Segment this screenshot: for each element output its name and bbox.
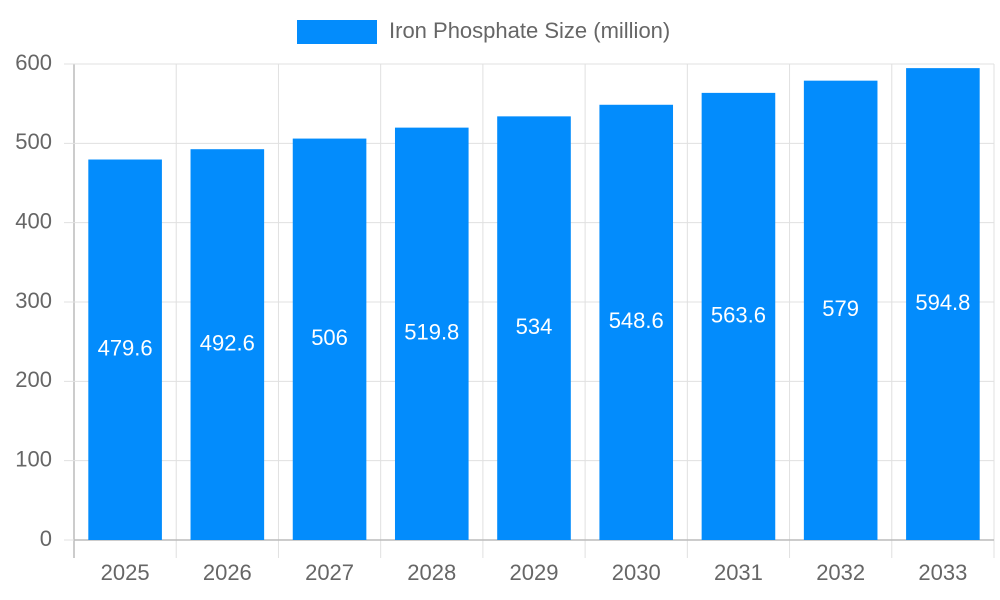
- x-tick-label: 2029: [510, 560, 559, 585]
- bar: [803, 80, 878, 540]
- data-label: 479.6: [98, 336, 153, 361]
- bar: [906, 68, 980, 540]
- y-tick-label: 0: [40, 526, 52, 551]
- x-tick-label: 2033: [918, 560, 967, 585]
- bar: [599, 104, 674, 540]
- x-tick-label: 2028: [407, 560, 456, 585]
- y-tick-label: 500: [15, 129, 52, 154]
- x-tick-label: 2031: [714, 560, 763, 585]
- bar: [394, 127, 469, 540]
- legend-swatch: [297, 20, 377, 44]
- bar: [190, 149, 265, 541]
- data-label: 506: [311, 325, 348, 350]
- data-label: 492.6: [200, 330, 255, 355]
- y-tick-label: 100: [15, 446, 52, 471]
- y-tick-label: 200: [15, 367, 52, 392]
- data-label: 563.6: [711, 302, 766, 327]
- y-tick-label: 400: [15, 208, 52, 233]
- bar: [292, 138, 367, 540]
- x-tick-label: 2026: [203, 560, 252, 585]
- bar: [497, 116, 571, 541]
- data-label: 579: [822, 296, 859, 321]
- data-label: 548.6: [609, 308, 664, 333]
- y-tick-label: 600: [15, 50, 52, 75]
- x-tick-label: 2025: [101, 560, 150, 585]
- x-tick-label: 2030: [612, 560, 661, 585]
- x-tick-label: 2027: [305, 560, 354, 585]
- legend-label: Iron Phosphate Size (million): [389, 18, 670, 43]
- y-tick-label: 300: [15, 288, 52, 313]
- data-label: 519.8: [404, 320, 459, 345]
- x-tick-label: 2032: [816, 560, 865, 585]
- bar: [701, 92, 776, 541]
- bar: [88, 159, 162, 540]
- data-label: 594.8: [915, 290, 970, 315]
- data-label: 534: [516, 314, 553, 339]
